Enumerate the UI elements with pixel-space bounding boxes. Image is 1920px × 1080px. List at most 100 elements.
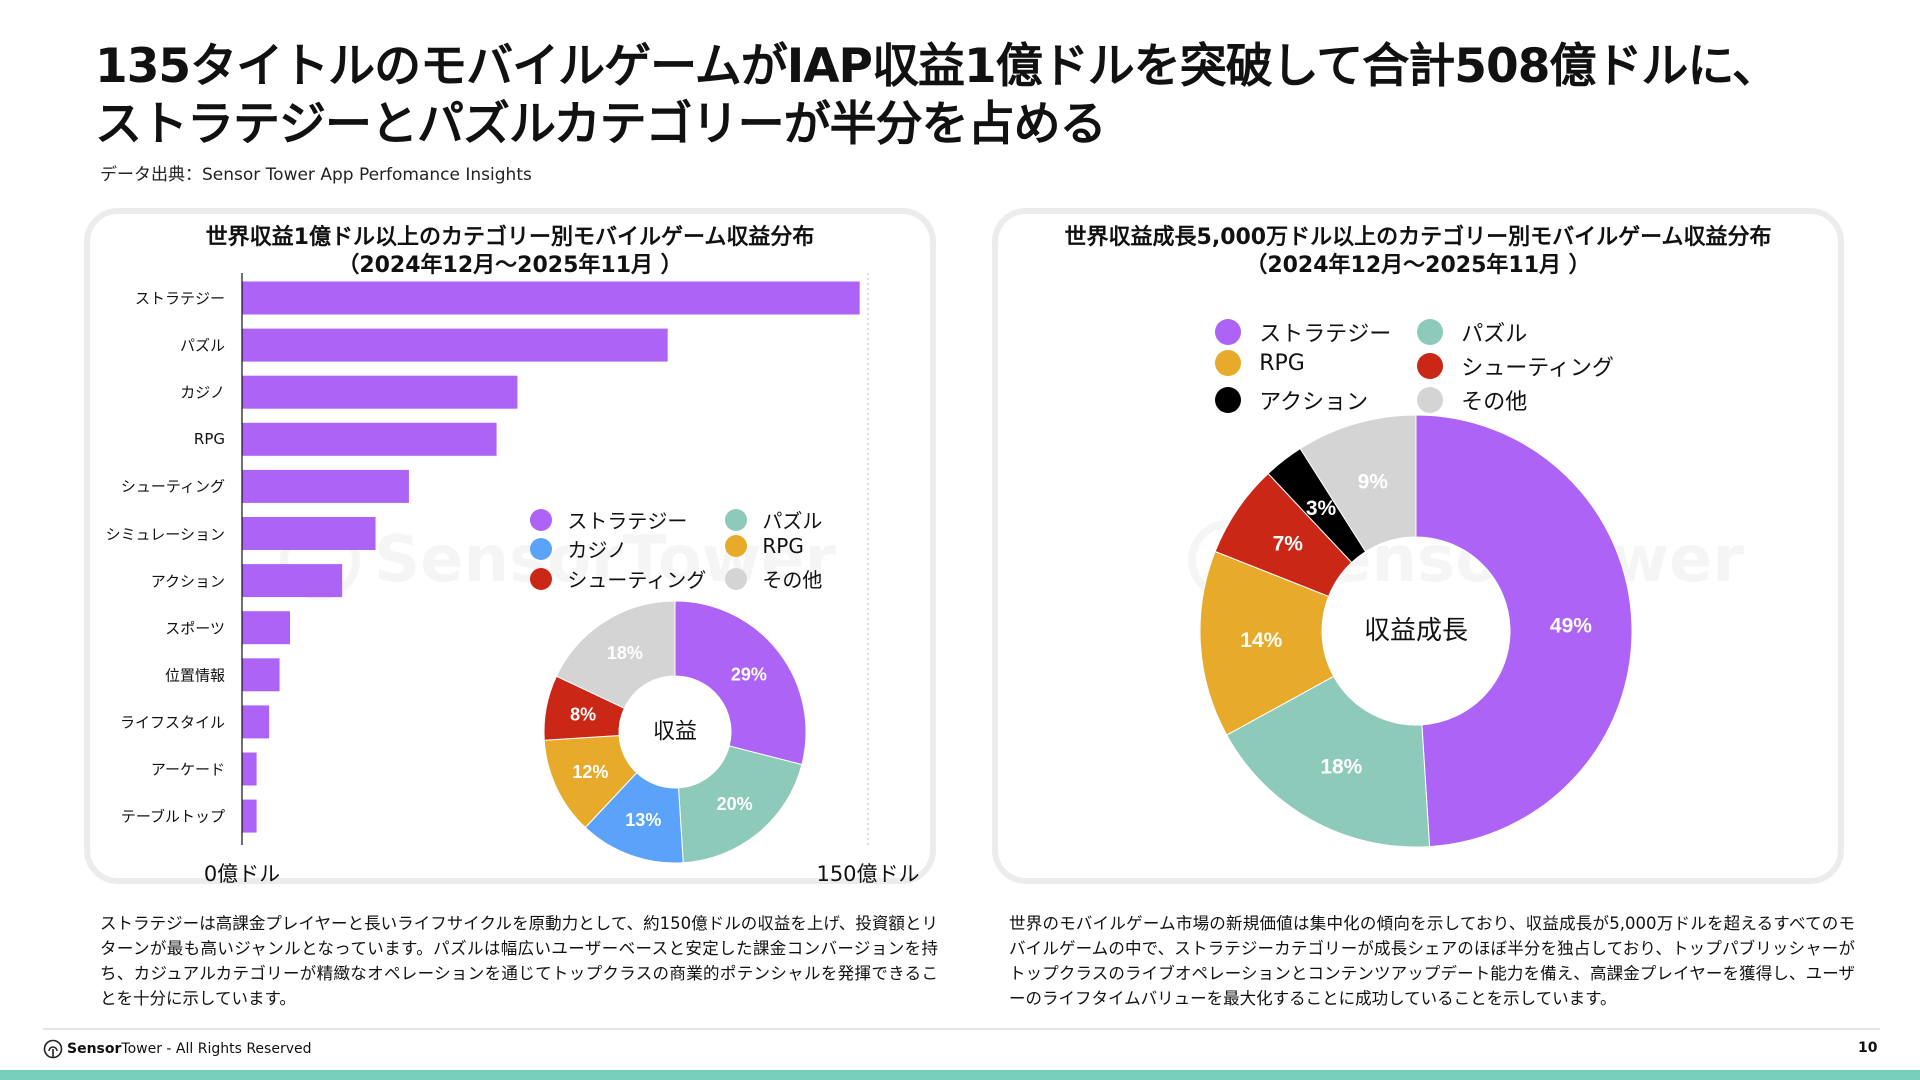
legend-swatch-icon: [725, 567, 747, 590]
legend-label: カジノ: [567, 538, 627, 562]
data-source: データ出典：Sensor Tower App Perfomance Insigh…: [100, 165, 532, 185]
watermark-text: SensorTower: [374, 523, 836, 597]
legend-swatch-icon: [530, 508, 552, 531]
rights-text: - All Rights Reserved: [161, 1041, 312, 1057]
legend-item: その他: [725, 564, 822, 593]
legend-swatch-icon: [1215, 319, 1241, 345]
chart-subtitle: （2024年12月～2025年11月 ）: [337, 253, 683, 278]
bar-chart-title: 世界収益1億ドル以上のカテゴリー別モバイルゲーム収益分布 （2024年12月～2…: [84, 224, 936, 280]
chart-title: 世界収益1億ドル以上のカテゴリー別モバイルゲーム収益分布: [205, 225, 815, 250]
legend-item: パズル: [1417, 316, 1527, 348]
x-tick-label: 0億ドル: [203, 862, 281, 886]
bar-4: [242, 469, 409, 503]
page-number: 10: [1858, 1040, 1878, 1056]
slice-label: 49%: [1550, 615, 1592, 638]
legend-item: その他: [1417, 384, 1527, 416]
legend-swatch-icon: [1215, 387, 1241, 413]
bar-6: [242, 564, 343, 598]
legend-item: シューティング: [1417, 350, 1614, 382]
slice-label: 12%: [572, 762, 608, 782]
title-line-1: 135タイトルのモバイルゲームがIAP収益1億ドルを突破して合計508億ドルに、: [95, 39, 1779, 94]
legend-label: パズル: [1461, 322, 1528, 347]
legend-label: シューティング: [1461, 356, 1614, 381]
bar-7: [242, 611, 290, 645]
legend-label: シューティング: [567, 568, 707, 592]
category-label: シミュレーション: [105, 525, 225, 543]
category-label: テーブルトップ: [120, 807, 225, 826]
legend-item: カジノ: [530, 534, 627, 563]
slice-label: 20%: [717, 794, 753, 814]
slice-5: [555, 600, 676, 709]
slice-label: 13%: [625, 810, 661, 830]
legend-label: ストラテジー: [1259, 322, 1392, 347]
slice-label: 7%: [1273, 532, 1304, 555]
category-label: シューティング: [120, 477, 225, 496]
legend-swatch-icon: [725, 508, 747, 531]
category-label: スポーツ: [165, 619, 225, 638]
legend-label: アクション: [1259, 390, 1369, 415]
slice-0: [1415, 414, 1633, 848]
slice-label: 3%: [1306, 497, 1337, 520]
legend-item: RPG: [1215, 350, 1305, 376]
legend-label: RPG: [1259, 350, 1305, 376]
bar-11: [242, 799, 257, 833]
commentary-left: ストラテジーは高課金プレイヤーと長いライフサイクルを原動力として、約150億ドル…: [100, 914, 938, 1008]
category-label: 位置情報: [164, 666, 225, 685]
slice-label: 18%: [1320, 755, 1362, 778]
brand: Tower: [121, 1041, 162, 1057]
legend-label: その他: [1461, 390, 1528, 415]
donut-center-label: 収益成長: [1364, 616, 1468, 646]
category-label: カジノ: [180, 383, 225, 402]
legend-label: ストラテジー: [567, 509, 688, 533]
bar-8: [242, 658, 280, 692]
legend-swatch-icon: [1215, 350, 1241, 376]
slice-label: 8%: [570, 704, 596, 724]
page-title: 135タイトルのモバイルゲームがIAP収益1億ドルを突破して合計508億ドルに、…: [95, 38, 1779, 154]
commentary-right: 世界のモバイルゲーム市場の新規価値は集中化の傾向を示しており、収益成長が5,00…: [1009, 914, 1855, 1008]
slice-label: 14%: [1240, 629, 1282, 652]
bar-2: [242, 375, 518, 409]
category-label: アーケード: [150, 760, 225, 779]
donut-chart-title: 世界収益成長5,000万ドル以上のカテゴリー別モバイルゲーム収益分布 （2024…: [992, 224, 1844, 280]
legend-item: アクション: [1215, 384, 1368, 416]
brand-bold: Sensor: [67, 1041, 122, 1057]
legend-item: ストラテジー: [530, 505, 687, 534]
legend-swatch-icon: [725, 535, 747, 557]
legend-item: RPG: [725, 534, 804, 558]
legend-swatch-icon: [530, 567, 552, 590]
slice-1: [1226, 675, 1431, 848]
slice-label: 9%: [1358, 471, 1389, 494]
category-label: RPG: [193, 430, 225, 449]
bar-10: [242, 752, 257, 786]
category-label: ストラテジー: [134, 289, 225, 308]
footer-divider: [43, 1028, 1880, 1030]
legend-label: パズル: [762, 509, 823, 533]
legend-label: その他: [762, 568, 823, 592]
bar-1: [242, 328, 668, 362]
legend-item: パズル: [725, 505, 822, 534]
chart-title: 世界収益成長5,000万ドル以上のカテゴリー別モバイルゲーム収益分布: [1064, 225, 1772, 250]
title-line-2: ストラテジーとパズルカテゴリーが半分を占める: [95, 97, 1107, 152]
slice-label: 29%: [731, 665, 767, 685]
slice-1: [677, 745, 803, 864]
slice-5: [1299, 414, 1417, 553]
bar-3: [242, 422, 497, 456]
category-label: ライフスタイル: [119, 713, 225, 732]
slice-label: 18%: [607, 643, 643, 663]
chart-subtitle: （2024年12月～2025年11月 ）: [1245, 253, 1591, 278]
bar-0: [242, 281, 860, 315]
bottom-accent-bar: [0, 1070, 1920, 1080]
legend-swatch-icon: [1417, 319, 1443, 345]
legend-item: ストラテジー: [1215, 316, 1391, 348]
bar-9: [242, 705, 270, 739]
legend-item: シューティング: [530, 564, 706, 593]
category-label: パズル: [179, 336, 225, 355]
footer: SensorTower - All Rights Reserved: [43, 1039, 312, 1059]
slice-2: [1199, 550, 1335, 736]
legend-label: RPG: [762, 534, 804, 558]
category-label: アクション: [150, 572, 225, 591]
bar-5: [242, 517, 376, 550]
legend-swatch-icon: [1417, 353, 1443, 379]
legend-swatch-icon: [530, 537, 552, 560]
